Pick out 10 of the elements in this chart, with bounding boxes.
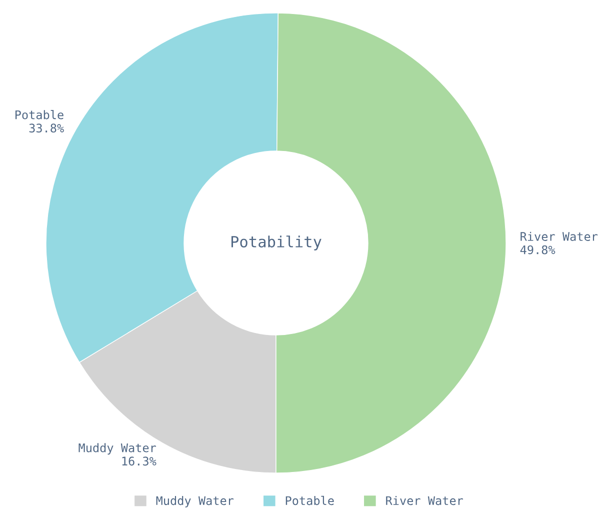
legend-label: Muddy Water	[156, 496, 234, 508]
data-label: 33.8%	[29, 124, 64, 133]
slice-label: River Water	[520, 232, 598, 241]
legend-label: Potable	[286, 496, 334, 506]
slice-label: Muddy Water	[78, 443, 156, 455]
data-label: 49.8%	[520, 245, 556, 254]
text: Potability	[231, 236, 322, 250]
data-label: 16.3%	[122, 456, 156, 466]
slice-label: Potable	[15, 110, 64, 120]
legend-label: River Water	[386, 496, 463, 506]
